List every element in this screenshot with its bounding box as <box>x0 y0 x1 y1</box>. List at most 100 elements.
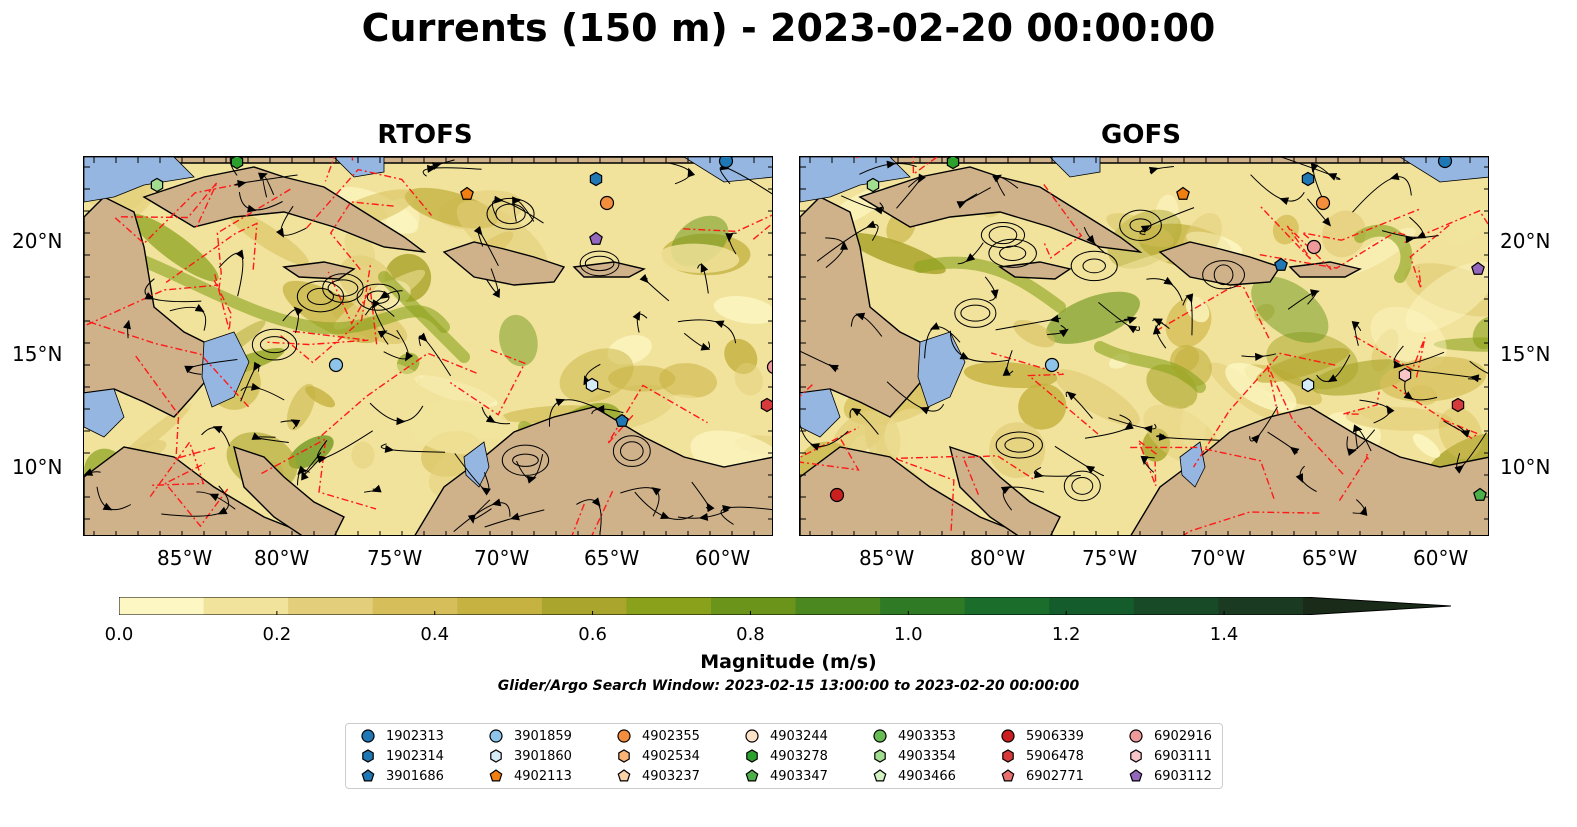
float-marker <box>589 231 603 245</box>
colorbar-segment <box>372 597 458 615</box>
float-marker <box>1398 367 1412 383</box>
colorbar-tick-label: 0.6 <box>578 624 607 645</box>
legend-entry: 4903237 <box>616 767 700 785</box>
legend-entry: 4902113 <box>488 767 572 785</box>
hexagon-marker-icon <box>1002 749 1014 763</box>
legend-entry-label: 3901859 <box>514 728 572 744</box>
legend-entry-label: 4903278 <box>770 748 828 764</box>
lon-tick-rtofs: 85°W <box>157 546 213 570</box>
float-marker <box>1301 377 1315 393</box>
float-marker <box>766 360 772 374</box>
circle-marker-icon <box>489 729 503 743</box>
float-marker <box>1301 171 1315 187</box>
colorbar-segment <box>119 597 205 615</box>
pentagon-marker-icon <box>489 769 503 782</box>
colorbar-segment <box>711 597 797 615</box>
pentagon-marker-icon <box>873 769 887 782</box>
float-marker <box>589 171 603 187</box>
lon-tick-rtofs: 60°W <box>695 546 751 570</box>
legend-entry: 1902313 <box>360 727 444 745</box>
colorbar-tick-label: 0.8 <box>736 624 765 645</box>
map-panel-rtofs <box>83 156 773 536</box>
legend-entry: 6902771 <box>1000 767 1084 785</box>
legend-entry: 4903278 <box>744 747 828 765</box>
lon-tick-gofs: 65°W <box>1302 546 1358 570</box>
lon-tick-gofs: 75°W <box>1082 546 1138 570</box>
legend-entry-label: 4903237 <box>642 768 700 784</box>
legend-entry-label: 5906339 <box>1026 728 1084 744</box>
landmass <box>233 445 345 535</box>
legend-entry: 6902916 <box>1128 727 1212 745</box>
float-marker <box>1306 239 1322 255</box>
colorbar-tick-label: 0.2 <box>262 624 292 645</box>
float-marker <box>866 177 880 193</box>
legend-entry: 4903244 <box>744 727 828 745</box>
landmass <box>84 157 772 164</box>
colorbar-extend-arrow <box>1303 597 1451 615</box>
lon-tick-gofs: 70°W <box>1190 546 1246 570</box>
legend-entry-label: 4903244 <box>770 728 828 744</box>
pentagon-marker-icon <box>1129 769 1143 782</box>
colorbar-segment <box>1049 597 1135 615</box>
lat-tick-left: 15°N <box>12 342 63 366</box>
circle-marker-icon <box>617 729 631 743</box>
figure-title: Currents (150 m) - 2023-02-20 00:00:00 <box>361 6 1216 50</box>
lat-tick-right: 20°N <box>1500 229 1551 253</box>
landmass <box>800 446 1027 535</box>
search-window-text: Glider/Argo Search Window: 2023-02-15 13… <box>497 678 1080 694</box>
lon-tick-gofs: 85°W <box>859 546 915 570</box>
float-marker <box>460 186 474 200</box>
colorbar <box>119 597 1451 615</box>
circle-marker-icon <box>361 729 375 743</box>
map-panel-gofs <box>799 156 1489 536</box>
colorbar-segment <box>203 597 289 615</box>
float-marker <box>1274 257 1288 271</box>
legend-entry-label: 6903112 <box>1154 768 1212 784</box>
hexagon-marker-icon <box>874 749 886 763</box>
float-marker <box>1437 157 1453 169</box>
circle-marker-icon <box>745 729 759 743</box>
legend-entry-label: 6903111 <box>1154 748 1212 764</box>
lon-tick-rtofs: 80°W <box>254 546 310 570</box>
float-marker <box>718 157 734 169</box>
colorbar-segment <box>880 597 966 615</box>
colorbar-segment <box>795 597 881 615</box>
float-marker <box>1315 195 1331 211</box>
map-canvas-gofs <box>800 157 1488 535</box>
hexagon-marker-icon <box>362 749 374 763</box>
landmass <box>572 261 646 278</box>
map-canvas-rtofs <box>84 157 772 535</box>
colorbar-tick-label: 1.2 <box>1051 624 1081 645</box>
panel-title-rtofs: RTOFS <box>377 120 473 150</box>
legend-entry: 4903354 <box>872 747 956 765</box>
legend-entry-label: 1902314 <box>386 748 444 764</box>
legend-entry-label: 6902771 <box>1026 768 1084 784</box>
legend-entry: 4902355 <box>616 727 700 745</box>
landmass <box>1288 261 1362 278</box>
float-legend: 1902313 1902314 3901686 3901859 3901860 49021… <box>345 723 1223 789</box>
hexagon-marker-icon <box>618 749 630 763</box>
pentagon-marker-icon <box>361 769 375 782</box>
legend-entry: 3901860 <box>488 747 572 765</box>
legend-entry: 3901859 <box>488 727 572 745</box>
landmass <box>858 166 1143 254</box>
float-marker <box>599 195 615 211</box>
panel-title-gofs: GOFS <box>1101 120 1181 150</box>
colorbar-segment <box>457 597 543 615</box>
legend-entry: 6903111 <box>1128 747 1212 765</box>
hexagon-marker-icon <box>490 749 502 763</box>
legend-entry-label: 4902355 <box>642 728 700 744</box>
lon-tick-rtofs: 70°W <box>474 546 530 570</box>
circle-marker-icon <box>1129 729 1143 743</box>
hexagon-marker-icon <box>1130 749 1142 763</box>
lon-tick-rtofs: 65°W <box>584 546 640 570</box>
colorbar-segment <box>1133 597 1219 615</box>
legend-entry-label: 1902313 <box>386 728 444 744</box>
legend-entry: 5906478 <box>1000 747 1084 765</box>
float-marker <box>829 487 845 503</box>
legend-entry-label: 5906478 <box>1026 748 1084 764</box>
legend-entry: 4902534 <box>616 747 700 765</box>
landmass <box>142 166 427 254</box>
legend-entry-label: 4902113 <box>514 768 572 784</box>
float-marker <box>1473 487 1487 501</box>
